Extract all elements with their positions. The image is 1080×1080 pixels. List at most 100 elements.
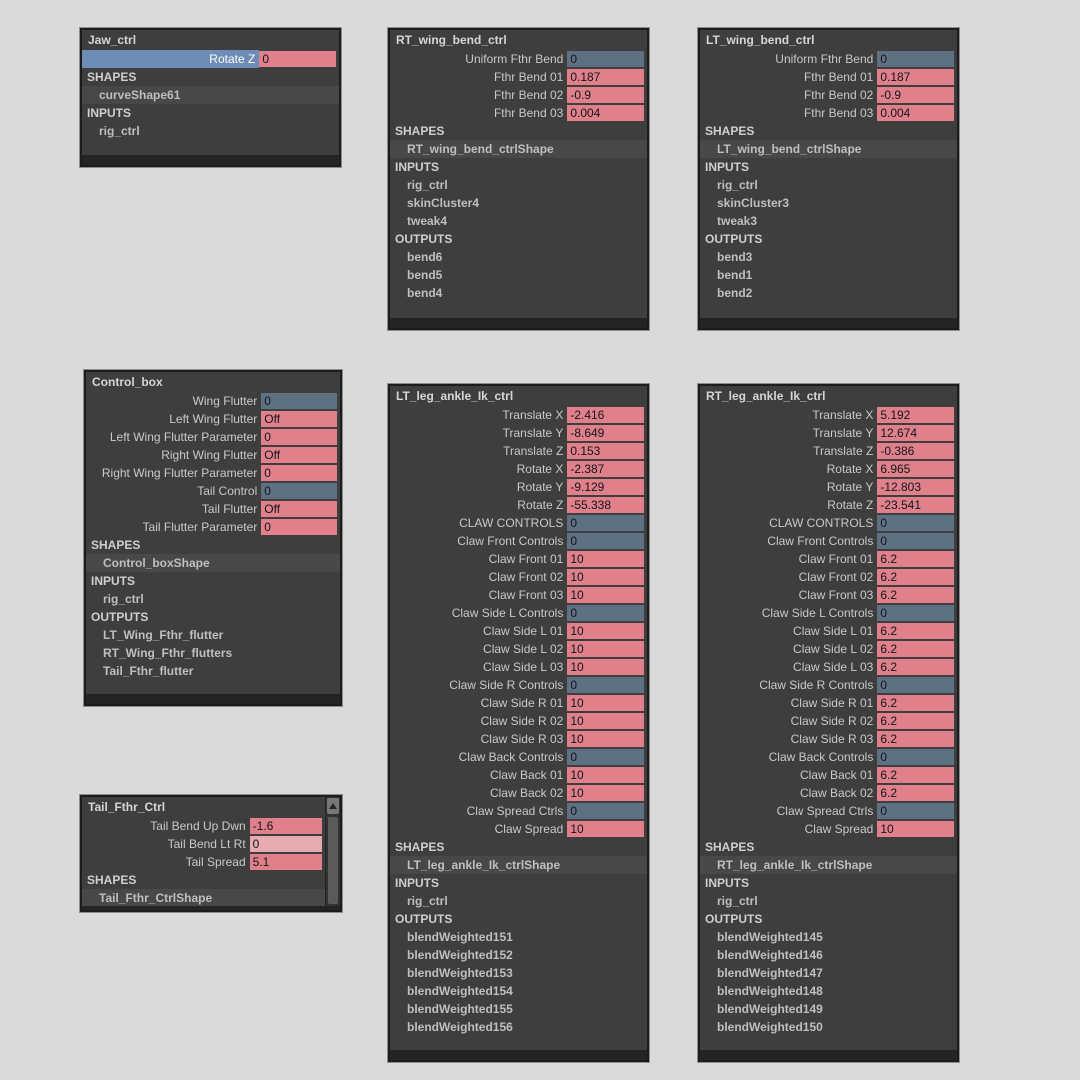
channel-label[interactable]: Translate Y (502, 426, 564, 440)
channel-value-field[interactable]: 0 (261, 519, 337, 535)
node-item[interactable]: RT_Wing_Fthr_flutters (103, 646, 233, 660)
channel-value-field[interactable]: Off (261, 411, 337, 427)
channel-label[interactable]: Fthr Bend 02 (493, 88, 564, 102)
node-item[interactable]: blendWeighted154 (407, 984, 513, 998)
channel-value-field[interactable]: -2.387 (567, 461, 644, 477)
channel-value-field[interactable]: -2.416 (567, 407, 644, 423)
channel-label[interactable]: Claw Front 02 (488, 570, 564, 584)
node-item[interactable]: LT_wing_bend_ctrlShape (700, 140, 957, 158)
channel-value-field[interactable]: 0 (877, 605, 954, 621)
node-item[interactable]: blendWeighted150 (717, 1020, 823, 1034)
node-item[interactable]: Tail_Fthr_flutter (103, 664, 194, 678)
channel-label[interactable]: Claw Side R 03 (790, 732, 874, 746)
channel-label[interactable]: Rotate Y (516, 480, 564, 494)
channel-value-field[interactable]: 6.2 (877, 713, 954, 729)
node-item[interactable]: bend6 (407, 250, 443, 264)
channel-label[interactable]: Translate X (502, 408, 564, 422)
node-item[interactable]: bend3 (717, 250, 753, 264)
channel-value-field[interactable]: 0 (567, 803, 644, 819)
node-item[interactable]: bend2 (717, 286, 753, 300)
channel-label[interactable]: Claw Side R Controls (759, 678, 874, 692)
channel-label[interactable]: Claw Front 03 (798, 588, 874, 602)
channel-label[interactable]: Tail Control (197, 484, 258, 498)
channel-value-field[interactable]: 0 (567, 605, 644, 621)
channel-value-field[interactable]: 0 (259, 51, 336, 67)
channel-label[interactable]: Claw Side L 01 (793, 624, 874, 638)
channel-value-field[interactable]: 10 (567, 695, 644, 711)
scrollbar-thumb[interactable] (328, 817, 338, 904)
channel-label[interactable]: Claw Back 01 (799, 768, 874, 782)
channel-value-field[interactable]: -1.6 (249, 818, 322, 834)
node-item[interactable]: blendWeighted151 (407, 930, 513, 944)
channel-value-field[interactable]: -23.541 (877, 497, 954, 513)
panel-title[interactable]: Jaw_ctrl (88, 33, 137, 47)
channel-label[interactable]: Claw Front 02 (798, 570, 874, 584)
channel-label[interactable]: CLAW CONTROLS (459, 516, 564, 530)
channel-value-field[interactable]: 0 (877, 677, 954, 693)
channel-label[interactable]: Claw Spread (804, 822, 874, 836)
panel-title[interactable]: RT_wing_bend_ctrl (396, 33, 507, 47)
channel-value-field[interactable]: 6.2 (877, 587, 954, 603)
channel-value-field[interactable]: 6.2 (877, 767, 954, 783)
channel-value-field[interactable]: 0 (261, 465, 337, 481)
node-item[interactable]: tweak4 (407, 214, 448, 228)
panel-title[interactable]: LT_leg_ankle_Ik_ctrl (396, 389, 514, 403)
channel-value-field[interactable]: 0 (877, 51, 954, 67)
channel-label[interactable]: Claw Front Controls (457, 534, 564, 548)
channel-label[interactable]: Claw Side L 02 (793, 642, 874, 656)
channel-value-field[interactable]: 10 (567, 659, 644, 675)
channel-label[interactable]: Claw Front 03 (488, 588, 564, 602)
channel-label[interactable]: Rotate Z (517, 498, 564, 512)
channel-label[interactable]: Translate Z (503, 444, 564, 458)
node-item[interactable]: blendWeighted149 (717, 1002, 823, 1016)
node-item[interactable]: bend1 (717, 268, 753, 282)
channel-label[interactable]: Claw Spread Ctrls (466, 804, 564, 818)
channel-value-field[interactable]: 6.2 (877, 659, 954, 675)
channel-value-field[interactable]: 10 (567, 623, 644, 639)
channel-label[interactable]: Left Wing Flutter (169, 412, 258, 426)
node-item[interactable]: blendWeighted152 (407, 948, 513, 962)
channel-label[interactable]: Claw Side L Controls (451, 606, 564, 620)
channel-label[interactable]: Translate X (812, 408, 874, 422)
channel-label[interactable]: Right Wing Flutter Parameter (101, 466, 258, 480)
channel-label[interactable]: Translate Y (812, 426, 874, 440)
channel-value-field[interactable]: 10 (877, 821, 954, 837)
channel-label[interactable]: Claw Spread (494, 822, 564, 836)
node-item[interactable]: blendWeighted153 (407, 966, 513, 980)
node-item[interactable]: rig_ctrl (717, 894, 758, 908)
vertical-scrollbar[interactable] (325, 797, 340, 906)
channel-value-field[interactable]: 0.004 (567, 105, 644, 121)
channel-value-field[interactable]: 6.965 (877, 461, 954, 477)
channel-value-field[interactable]: 0 (877, 749, 954, 765)
channel-label[interactable]: Rotate X (516, 462, 564, 476)
node-item[interactable]: skinCluster3 (717, 196, 790, 210)
panel-title[interactable]: LT_wing_bend_ctrl (706, 33, 815, 47)
node-item[interactable]: blendWeighted155 (407, 1002, 513, 1016)
channel-value-field[interactable]: 6.2 (877, 569, 954, 585)
node-item[interactable]: tweak3 (717, 214, 758, 228)
node-item[interactable]: blendWeighted147 (717, 966, 823, 980)
node-item[interactable]: rig_ctrl (407, 894, 448, 908)
channel-value-field[interactable]: -0.386 (877, 443, 954, 459)
channel-label[interactable]: Left Wing Flutter Parameter (109, 430, 258, 444)
channel-label[interactable]: Claw Spread Ctrls (776, 804, 874, 818)
channel-value-field[interactable]: 0 (261, 429, 337, 445)
channel-label[interactable]: Tail Flutter (201, 502, 258, 516)
channel-value-field[interactable]: 10 (567, 731, 644, 747)
channel-value-field[interactable]: 6.2 (877, 695, 954, 711)
node-item[interactable]: Control_boxShape (86, 554, 340, 572)
channel-label[interactable]: Tail Bend Up Dwn (150, 819, 246, 833)
node-item[interactable]: rig_ctrl (103, 592, 144, 606)
node-item[interactable]: blendWeighted156 (407, 1020, 513, 1034)
node-item[interactable]: bend4 (407, 286, 443, 300)
channel-value-field[interactable]: 10 (567, 821, 644, 837)
node-item[interactable]: curveShape61 (82, 86, 339, 104)
channel-label[interactable]: Rotate X (826, 462, 874, 476)
channel-label[interactable]: Fthr Bend 03 (493, 106, 564, 120)
channel-label[interactable]: Right Wing Flutter (161, 448, 258, 462)
channel-label[interactable]: Claw Side R 02 (480, 714, 564, 728)
channel-label[interactable]: Fthr Bend 01 (803, 70, 874, 84)
channel-value-field[interactable]: 5.1 (249, 854, 322, 870)
node-item[interactable]: bend5 (407, 268, 443, 282)
channel-label[interactable]: Claw Side L 01 (483, 624, 564, 638)
